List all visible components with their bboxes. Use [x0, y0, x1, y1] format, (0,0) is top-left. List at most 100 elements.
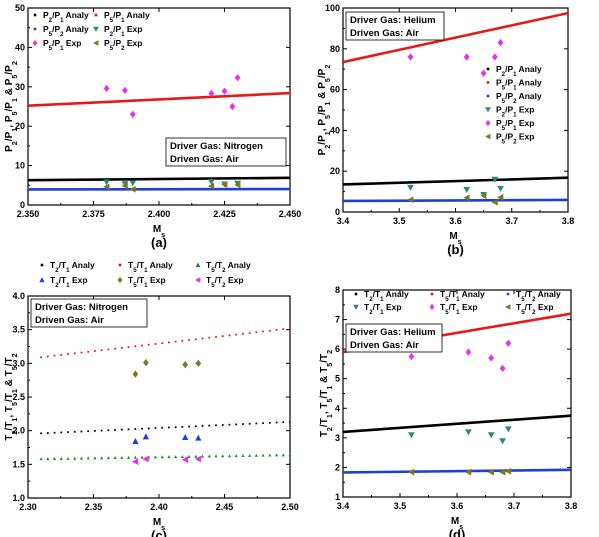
series-point: [268, 421, 271, 424]
series-point: [275, 421, 278, 424]
panel-label: (d): [449, 527, 466, 537]
series-point: [134, 428, 137, 430]
annotation-text: Driven Gas: Air: [350, 28, 419, 39]
series-point: [140, 455, 144, 459]
legend-symbol: [94, 13, 98, 17]
y-tick-label: 8: [335, 285, 340, 295]
chart-panel-1: 2.350 2.375 2.400 2.425 2.450 0 10 20 30 40 50 Ms P2…: [4, 3, 301, 250]
series-point: [167, 455, 171, 459]
series-point: [255, 422, 258, 425]
series-point: [497, 193, 504, 201]
y-tick-label: 0: [335, 207, 340, 217]
legend: T2/T1 Analy T5/T1 Analy T5/T2 Analy T2/T1 E…: [353, 289, 561, 316]
x-tick-label: 2.375: [82, 209, 105, 219]
series-point: [289, 327, 290, 330]
x-tick-label: 3.8: [562, 216, 575, 226]
series-point: [505, 339, 512, 347]
x-tick-label: 2.450: [279, 209, 302, 219]
x-tick-label: 3.4: [337, 216, 350, 226]
series-point: [194, 338, 197, 341]
legend-symbol: [354, 292, 358, 296]
series-point: [234, 181, 241, 189]
series-point: [94, 350, 96, 352]
series-point: [408, 352, 415, 361]
series-point: [132, 370, 139, 378]
series-point: [487, 432, 495, 439]
series-point: [73, 352, 76, 355]
series-point: [181, 425, 184, 428]
series-point: [161, 426, 164, 429]
series-point: [93, 456, 97, 460]
legend: T2/T1 Analy T5/T1 Analy T5/T2 Analy T2/T1 E…: [39, 260, 251, 289]
series-point: [129, 110, 136, 119]
legend-label: T2/T1 Exp: [50, 275, 88, 289]
series-point: [221, 335, 224, 338]
series-point: [499, 364, 506, 373]
y-tick-label: 4.0: [12, 291, 25, 301]
chart-panel-2: 3.4 3.5 3.6 3.7 3.8 0 20 40 60 80 100 Ms P2/P1, P5/P…: [317, 3, 574, 257]
series-point: [114, 429, 116, 431]
series-point: [100, 429, 103, 432]
series-line: [28, 91, 290, 108]
legend-symbol: [506, 292, 510, 296]
series-point: [221, 181, 228, 188]
legend-label: P5/P2 Exp: [496, 132, 534, 146]
series-point: [52, 457, 57, 461]
x-tick-label: 3.5: [393, 216, 406, 226]
series-point: [289, 421, 290, 423]
series-point: [229, 102, 236, 111]
series-point: [248, 332, 251, 334]
x-tick-label: 2.30: [19, 502, 37, 512]
legend-label: P5/P2 Exp: [104, 38, 142, 52]
series-point: [208, 179, 215, 186]
series-point: [261, 453, 265, 457]
series-point: [182, 434, 189, 440]
series-line: [343, 468, 571, 474]
x-tick-label: 2.425: [213, 209, 236, 219]
series-point: [248, 453, 252, 457]
series-point: [497, 185, 504, 192]
y-tick-label: 3.0: [12, 358, 25, 368]
legend-symbol: [430, 292, 434, 296]
series-point: [53, 354, 56, 357]
legend-label: P2/P1 Exp: [496, 105, 534, 119]
plot-area: [28, 74, 290, 193]
x-tick-label: 2.35: [85, 502, 103, 512]
series-point: [113, 456, 117, 460]
series-point: [201, 425, 204, 427]
y-tick-label: 20: [330, 166, 340, 176]
series-point: [87, 430, 90, 433]
series-point: [208, 424, 211, 427]
series-line: [343, 198, 568, 203]
series-point: [221, 424, 224, 426]
series-point: [241, 453, 245, 457]
series-point: [207, 454, 211, 458]
legend-label: P5/P1 Exp: [496, 118, 534, 132]
legend-label: T5/T2 Analy: [206, 260, 251, 274]
series-point: [174, 455, 178, 459]
series-point: [275, 329, 278, 331]
series-point: [40, 356, 42, 359]
series-point: [182, 361, 189, 369]
series-point: [143, 359, 149, 367]
series-point: [60, 431, 63, 434]
y-tick-label: 40: [330, 125, 340, 135]
y-tick-label: 1.5: [12, 459, 25, 469]
legend-label: P5/P2 Analy: [43, 24, 89, 38]
legend-symbol: [485, 119, 491, 127]
series-point: [66, 456, 70, 460]
series-point: [133, 455, 137, 459]
x-tick-label: 2.400: [148, 209, 171, 219]
y-tick-label: 2.0: [12, 426, 25, 436]
y-tick-label: 4: [335, 403, 340, 413]
y-axis-label: T2/T1, T5/T1 & T5/T2: [4, 353, 19, 440]
series-point: [497, 39, 504, 47]
y-tick-label: 1: [335, 492, 340, 502]
legend-label: P2/P1 Analy: [496, 64, 542, 78]
legend-symbol: [195, 277, 201, 283]
x-tick-label: 2.50: [281, 502, 299, 512]
series-point: [73, 430, 76, 433]
